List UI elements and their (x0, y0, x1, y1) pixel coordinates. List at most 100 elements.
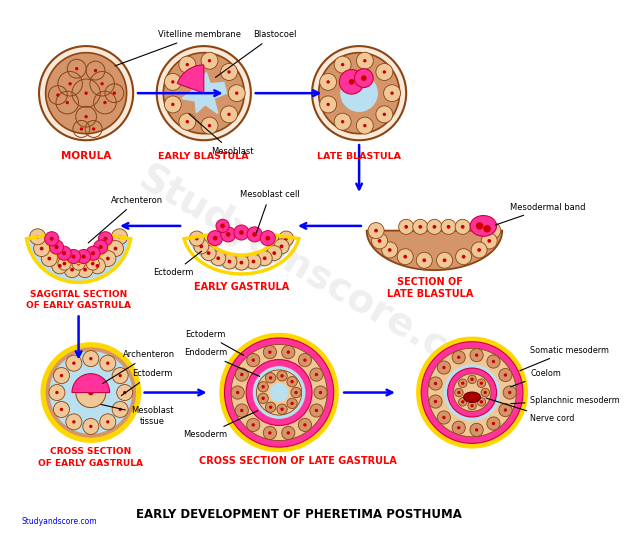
Circle shape (117, 385, 133, 401)
Circle shape (280, 245, 284, 249)
Circle shape (49, 351, 132, 434)
Circle shape (83, 419, 99, 434)
Circle shape (76, 262, 80, 265)
Circle shape (171, 103, 174, 106)
Circle shape (487, 417, 500, 430)
Text: SAGGITAL SECTION: SAGGITAL SECTION (30, 290, 127, 299)
Circle shape (164, 96, 181, 113)
Circle shape (334, 56, 351, 73)
Circle shape (319, 53, 399, 134)
Circle shape (487, 355, 500, 368)
Text: Studyamscore.com: Studyamscore.com (131, 159, 512, 401)
Circle shape (240, 409, 243, 412)
Circle shape (208, 124, 211, 128)
Circle shape (470, 423, 483, 437)
Polygon shape (182, 72, 226, 113)
Circle shape (444, 364, 501, 421)
Text: Studyandscore.com: Studyandscore.com (22, 517, 97, 526)
Circle shape (310, 368, 323, 381)
Circle shape (442, 258, 446, 262)
Circle shape (92, 127, 95, 131)
Circle shape (320, 74, 337, 90)
Circle shape (429, 377, 442, 390)
Circle shape (483, 391, 487, 394)
Circle shape (100, 251, 116, 267)
Circle shape (477, 248, 481, 252)
Circle shape (112, 367, 128, 384)
Text: Ectoderm: Ectoderm (154, 251, 202, 277)
Circle shape (112, 402, 128, 417)
Text: Mesoderm: Mesoderm (184, 410, 258, 439)
Ellipse shape (464, 392, 480, 402)
Circle shape (499, 403, 512, 416)
Circle shape (36, 235, 40, 239)
Circle shape (312, 46, 406, 140)
Circle shape (298, 354, 312, 367)
Circle shape (246, 419, 260, 432)
Circle shape (221, 223, 225, 228)
Text: CROSS SECTION OF LATE GASTRULA: CROSS SECTION OF LATE GASTRULA (199, 456, 397, 466)
Circle shape (268, 350, 272, 354)
Circle shape (88, 390, 94, 395)
Circle shape (382, 113, 386, 116)
Circle shape (157, 46, 251, 140)
Circle shape (468, 375, 477, 384)
Circle shape (72, 257, 85, 270)
Circle shape (457, 391, 461, 394)
Circle shape (452, 421, 465, 434)
Text: EARLY DEVELOPMENT OF PHERETIMA POSTHUMA: EARLY DEVELOPMENT OF PHERETIMA POSTHUMA (136, 508, 462, 522)
Polygon shape (188, 237, 295, 270)
Text: Blastocoel: Blastocoel (216, 31, 296, 77)
Circle shape (355, 69, 374, 88)
Circle shape (62, 251, 66, 255)
Circle shape (327, 80, 330, 83)
Circle shape (481, 388, 490, 397)
Circle shape (399, 219, 414, 234)
Circle shape (221, 334, 337, 451)
Circle shape (269, 376, 272, 379)
Circle shape (268, 431, 272, 434)
Circle shape (374, 229, 378, 233)
Circle shape (391, 92, 394, 95)
Circle shape (94, 69, 97, 72)
Circle shape (508, 391, 511, 394)
Circle shape (327, 103, 330, 106)
Circle shape (341, 120, 344, 123)
Circle shape (442, 366, 446, 370)
Circle shape (201, 117, 218, 134)
Circle shape (434, 382, 437, 385)
Circle shape (334, 113, 351, 130)
Circle shape (457, 356, 461, 359)
Text: Mesodermal band: Mesodermal band (495, 203, 585, 225)
Circle shape (320, 96, 337, 113)
Circle shape (42, 343, 140, 441)
Circle shape (91, 251, 95, 255)
Circle shape (429, 395, 442, 408)
Circle shape (413, 219, 428, 234)
Circle shape (112, 92, 116, 95)
Circle shape (476, 222, 483, 229)
Circle shape (49, 240, 64, 254)
Circle shape (85, 92, 88, 95)
Circle shape (221, 227, 236, 242)
Circle shape (361, 75, 367, 81)
Circle shape (459, 379, 467, 387)
Circle shape (287, 431, 290, 434)
Circle shape (83, 350, 99, 367)
Circle shape (123, 391, 126, 394)
Circle shape (260, 231, 276, 246)
Circle shape (89, 425, 92, 428)
Circle shape (201, 246, 216, 261)
Circle shape (208, 59, 211, 63)
Circle shape (201, 52, 218, 69)
Circle shape (76, 250, 90, 264)
Circle shape (216, 219, 229, 233)
Circle shape (252, 359, 255, 362)
Circle shape (66, 101, 69, 104)
Circle shape (277, 404, 287, 414)
Circle shape (363, 124, 367, 128)
Circle shape (274, 239, 289, 254)
Circle shape (40, 247, 44, 251)
Circle shape (106, 257, 110, 261)
Circle shape (470, 404, 474, 408)
